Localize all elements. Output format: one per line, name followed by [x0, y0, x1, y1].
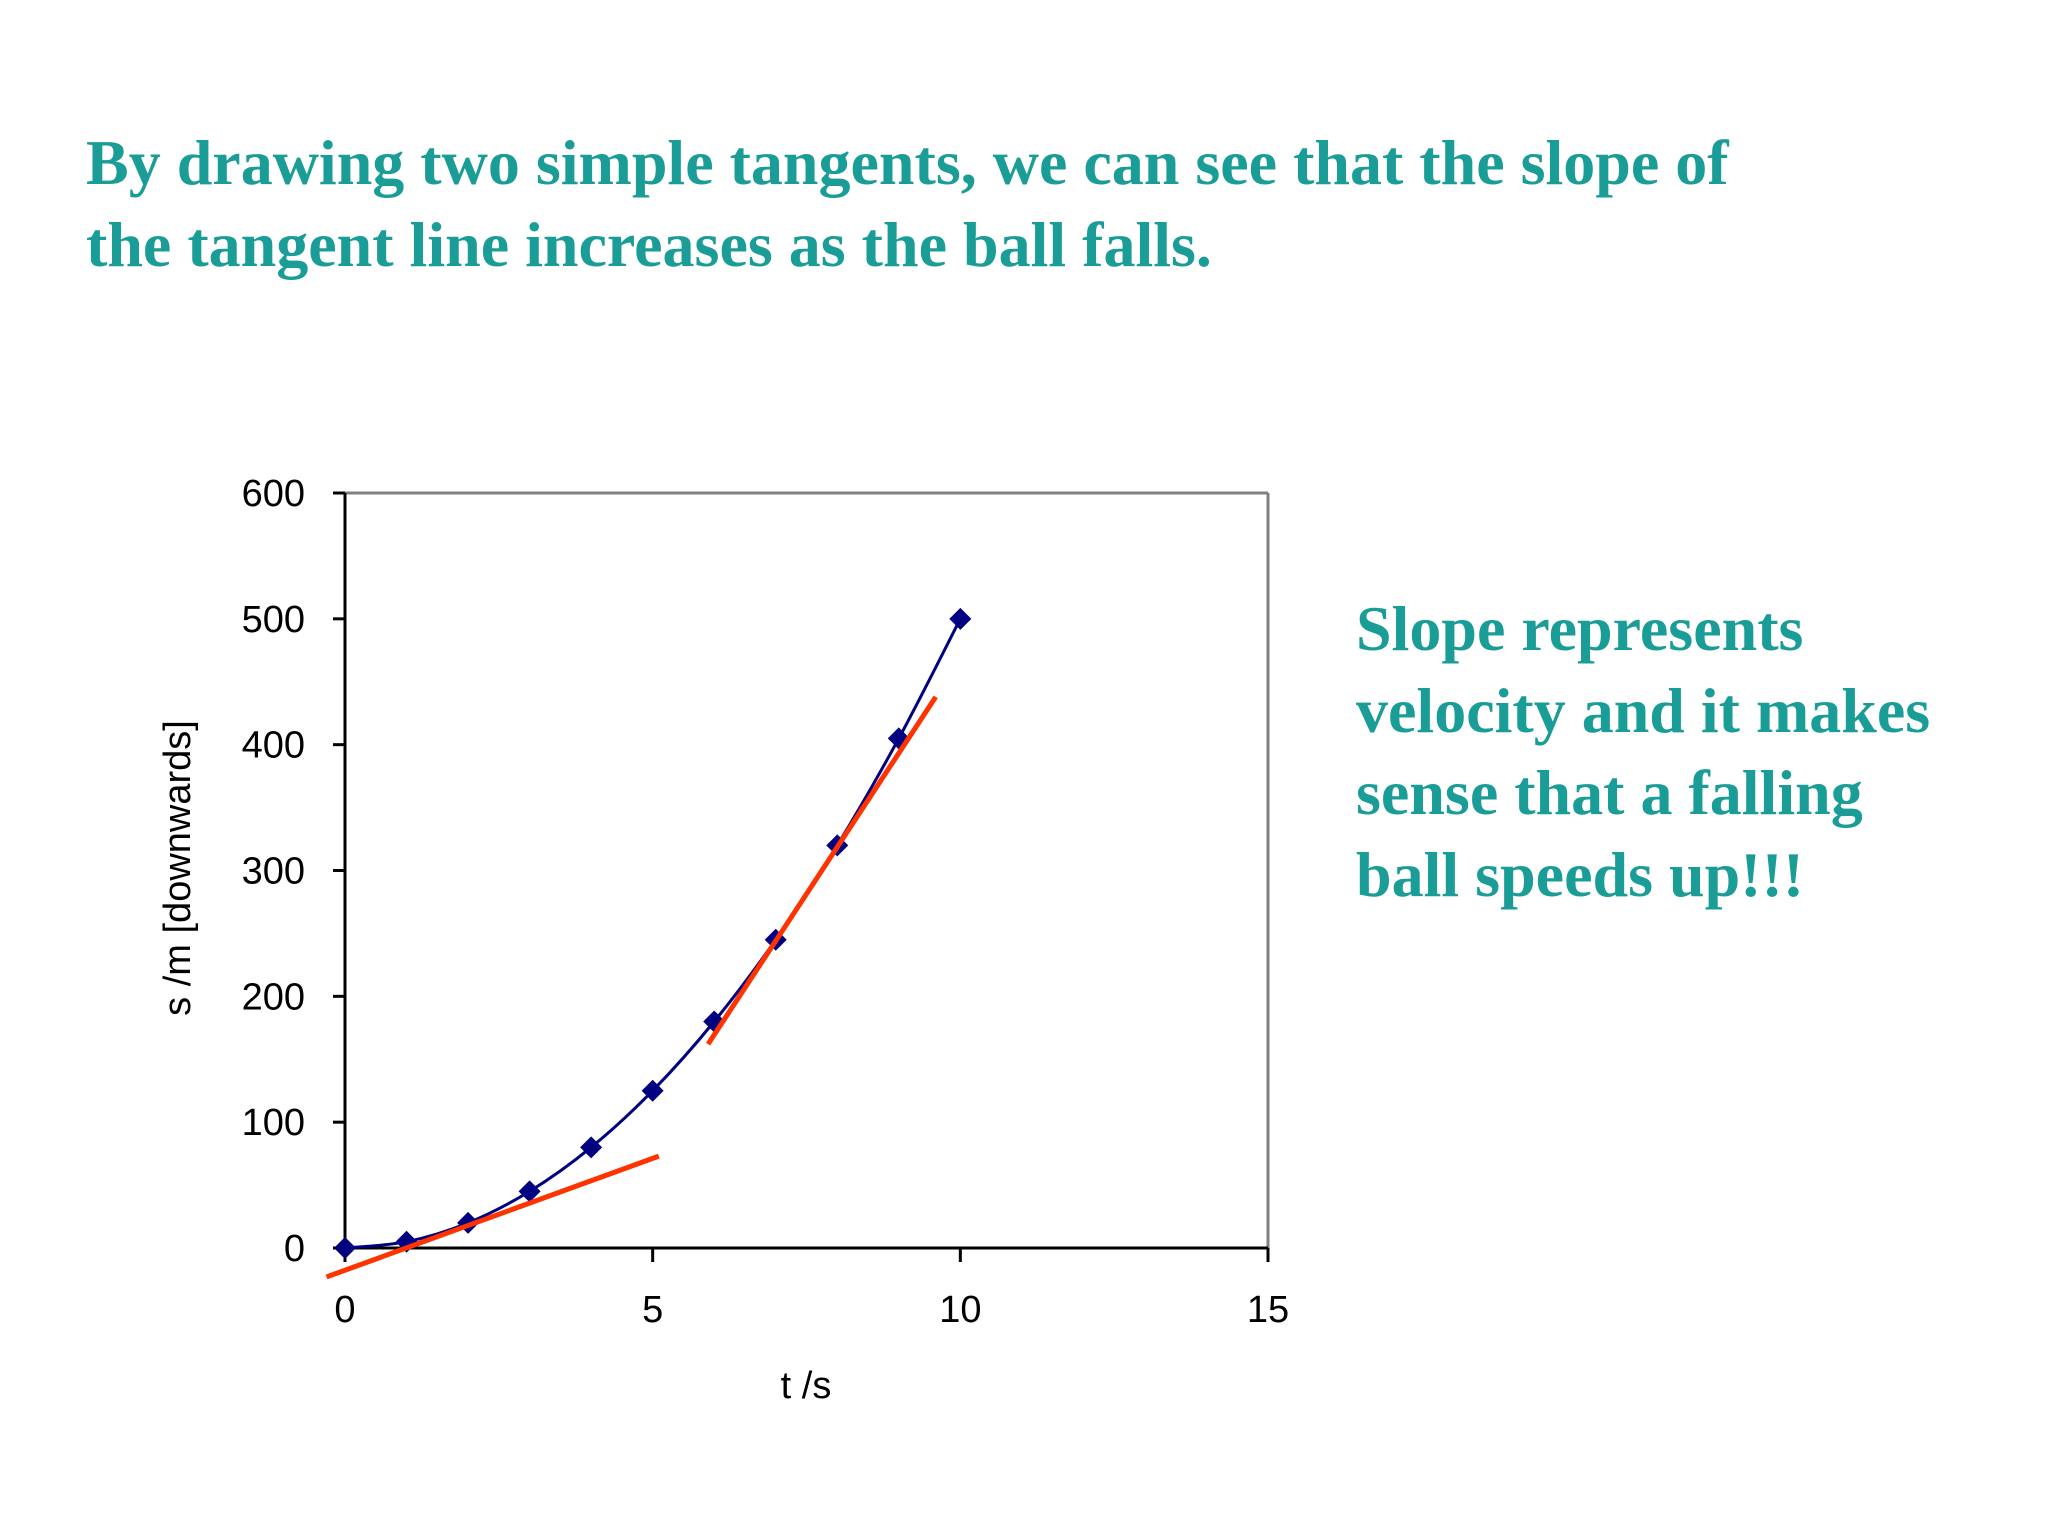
y-tick-label: 600 [242, 473, 305, 515]
side-note-line-2: velocity and it makes [1356, 675, 1931, 746]
y-tick-label: 100 [242, 1102, 305, 1144]
slide-heading: By drawing two simple tangents, we can s… [86, 122, 1966, 286]
data-point-marker [580, 1136, 603, 1159]
heading-line-2: the tangent line increases as the ball f… [86, 209, 1212, 280]
y-tick-label: 0 [284, 1228, 305, 1270]
side-note-line-3: sense that a falling [1356, 757, 1863, 828]
y-axis-title: s /m [downwards] [157, 720, 199, 1016]
plot-frame [343, 491, 1270, 1250]
data-point-marker [334, 1237, 356, 1259]
x-tick-label: 0 [334, 1289, 355, 1331]
tangent-line-2 [705, 695, 938, 1046]
x-tick-label: 5 [642, 1289, 663, 1331]
y-tick-label: 200 [242, 976, 305, 1018]
data-point-marker [518, 1180, 541, 1203]
data-point-marker [949, 607, 972, 630]
side-note-line-1: Slope represents [1356, 593, 1804, 664]
series-layer [334, 607, 972, 1259]
y-tick-label: 300 [242, 851, 305, 893]
y-tick-label: 400 [242, 725, 305, 767]
y-axis-ticks: 0 100 200 300 400 500 600 [242, 473, 345, 1270]
x-axis-title: t /s [781, 1365, 832, 1407]
data-point-marker [641, 1079, 664, 1102]
side-note: Slope represents velocity and it makes s… [1356, 588, 2016, 916]
series-line [344, 618, 962, 1250]
x-tick-label: 15 [1247, 1289, 1289, 1331]
y-tick-label: 500 [242, 599, 305, 641]
heading-line-1: By drawing two simple tangents, we can s… [86, 127, 1729, 198]
x-axis-ticks: 0 5 10 15 [334, 1248, 1289, 1331]
tangent-layer [325, 695, 938, 1280]
x-tick-label: 10 [939, 1289, 981, 1331]
side-note-line-4: ball speeds up!!! [1356, 839, 1805, 910]
tangent-line-1 [325, 1153, 660, 1280]
